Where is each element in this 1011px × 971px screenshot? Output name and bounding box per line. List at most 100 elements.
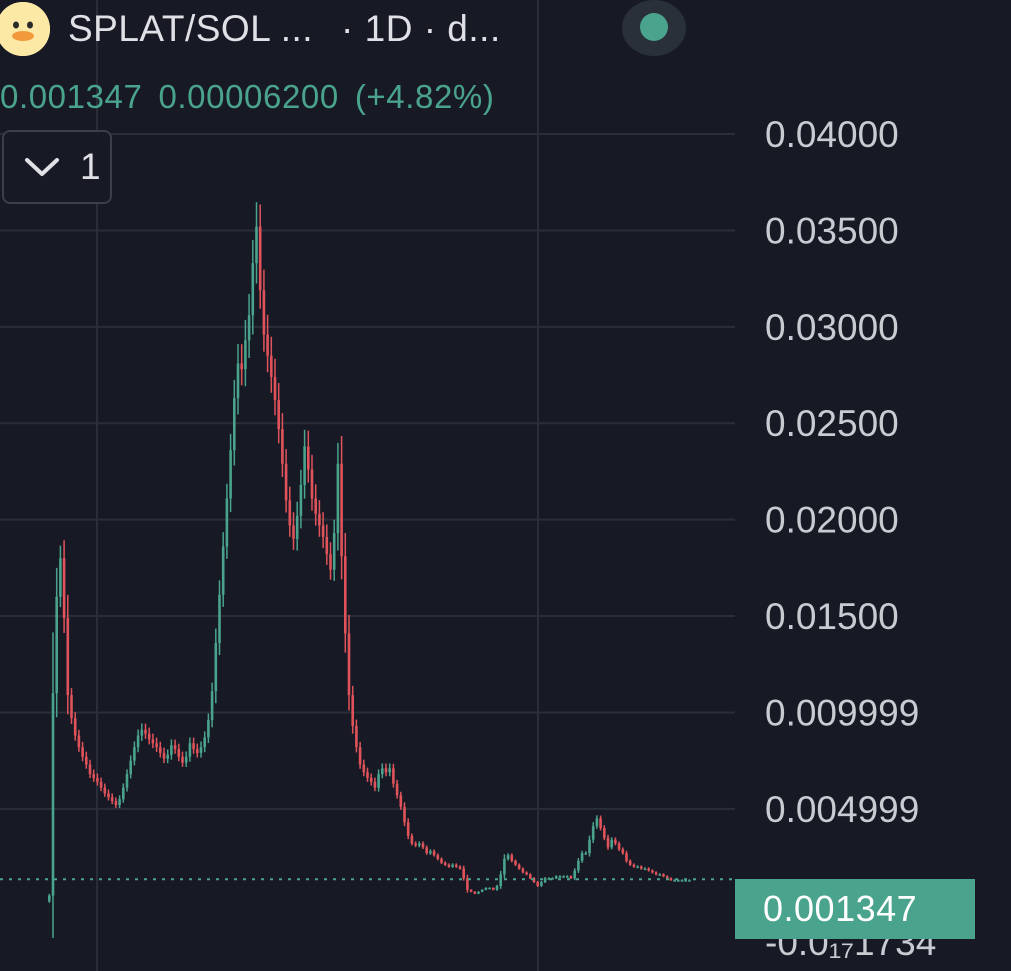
- candle: [292, 512, 295, 550]
- candle: [136, 729, 140, 753]
- candle: [492, 887, 495, 891]
- candle: [688, 879, 691, 882]
- price-change-row: 0.001347 0.00006200 (+4.82%): [0, 78, 510, 116]
- candle: [362, 759, 366, 777]
- candle: [440, 857, 443, 865]
- candle: [406, 818, 410, 840]
- interval-label[interactable]: · 1D · d...: [341, 8, 501, 49]
- price-tick-label: 0.004999: [765, 789, 919, 830]
- candle: [59, 545, 62, 608]
- candle: [673, 879, 676, 882]
- candle: [325, 524, 329, 565]
- pair-name[interactable]: SPLAT/SOL ...: [68, 8, 314, 49]
- chart-header: SPLAT/SOL ... · 1D · d... 0.001347 0.00006…: [0, 0, 735, 204]
- candle: [529, 873, 532, 880]
- candle: [458, 865, 462, 870]
- candle: [569, 875, 573, 880]
- candle: [566, 875, 569, 878]
- candle: [299, 469, 303, 529]
- candle: [351, 685, 354, 734]
- chevron-down-icon: [25, 158, 59, 176]
- candle: [147, 727, 151, 745]
- candle: [521, 867, 525, 874]
- last-price-value: 0.001347: [0, 78, 143, 115]
- candle: [455, 863, 458, 868]
- candle: [484, 887, 488, 891]
- candle: [425, 845, 428, 855]
- candle: [510, 853, 514, 863]
- price-tick-label: 0.02500: [765, 403, 899, 444]
- candle: [480, 889, 484, 893]
- candle: [207, 713, 210, 744]
- candle: [140, 723, 144, 741]
- candle: [647, 867, 650, 872]
- candle: [628, 859, 632, 866]
- candle: [399, 791, 403, 810]
- candle: [240, 344, 243, 386]
- candle: [233, 379, 236, 466]
- candle: [429, 849, 432, 855]
- candle: [118, 795, 121, 809]
- candle: [680, 879, 684, 882]
- candle: [281, 413, 284, 477]
- price-axis: 0.04000 0.03500 0.03000 0.02500 0.02000 0.015…: [765, 114, 936, 963]
- candle: [562, 875, 565, 878]
- candle: [314, 484, 317, 526]
- candle: [355, 719, 358, 753]
- indicators-toggle-button[interactable]: 1: [2, 130, 112, 204]
- candle: [173, 739, 177, 754]
- candle: [218, 580, 221, 656]
- candle: [214, 628, 218, 704]
- candle: [66, 594, 70, 715]
- candle: [573, 868, 576, 881]
- candle: [606, 834, 610, 850]
- candle: [77, 729, 81, 752]
- symbol-title[interactable]: SPLAT/SOL ... · 1D · d...: [68, 8, 501, 50]
- candle: [55, 567, 58, 718]
- candle: [614, 837, 617, 846]
- candle: [547, 877, 551, 880]
- candle: [495, 884, 499, 891]
- price-tick-label: 0.03000: [765, 307, 899, 348]
- candle: [251, 240, 255, 335]
- candles: [48, 202, 691, 938]
- candle: [244, 320, 247, 387]
- candle: [166, 749, 169, 764]
- candle: [99, 777, 103, 792]
- candle: [525, 871, 528, 876]
- candle: [196, 743, 199, 758]
- price-tick-label: 0.009999: [765, 692, 919, 733]
- candle: [536, 880, 539, 887]
- candle: [636, 865, 639, 869]
- candle: [151, 733, 155, 749]
- candle: [133, 741, 136, 766]
- change-percent: (+4.82%): [354, 78, 495, 115]
- candle: [125, 769, 129, 792]
- candle: [617, 841, 621, 851]
- candle: [255, 202, 258, 284]
- candle: [503, 854, 506, 879]
- candle: [162, 747, 166, 764]
- candle: [366, 767, 369, 782]
- candle: [621, 847, 625, 855]
- candle: [188, 737, 192, 762]
- candle: [451, 863, 454, 868]
- candle: [588, 835, 591, 857]
- candle: [329, 542, 332, 580]
- price-tick-label: 0.01500: [765, 596, 899, 637]
- candle: [651, 869, 654, 874]
- candle: [203, 731, 206, 753]
- candle: [184, 751, 188, 768]
- candle: [540, 880, 543, 887]
- candle: [181, 751, 184, 767]
- candle: [410, 833, 414, 846]
- candle: [295, 501, 299, 551]
- candle: [447, 863, 451, 868]
- candle: [654, 871, 658, 876]
- candle: [88, 759, 92, 779]
- candle: [159, 741, 162, 758]
- candle: [580, 850, 584, 863]
- candle: [358, 741, 362, 769]
- token-logo-icon: [0, 2, 50, 56]
